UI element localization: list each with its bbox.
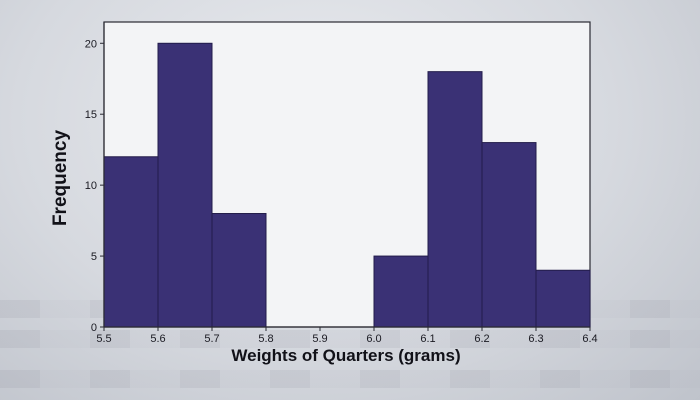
- histogram-bar: [427, 71, 483, 328]
- histogram-bar: [481, 142, 537, 328]
- histogram-bar: [373, 255, 429, 328]
- y-axis-title: Frequency: [50, 130, 71, 227]
- x-tick-label: 6.0: [366, 333, 381, 345]
- y-tick-label: 10: [85, 180, 97, 192]
- bleed-through-text: [0, 370, 700, 388]
- y-tick-label: 20: [85, 38, 97, 50]
- x-tick-label: 6.2: [474, 333, 489, 345]
- bleed-through-text: [0, 330, 700, 348]
- y-tick-label: 15: [85, 109, 97, 121]
- x-tick-label: 5.7: [204, 333, 219, 345]
- x-tick-label: 5.5: [96, 333, 111, 345]
- histogram-bar: [103, 156, 159, 328]
- y-tick-label: 0: [91, 322, 97, 334]
- histogram-bar: [535, 269, 591, 328]
- x-tick-label: 5.8: [258, 333, 273, 345]
- y-tick-label: 5: [91, 251, 97, 263]
- x-ticks-group: 5.5 5.6 5.7 5.8 5.9 6.0 6.1 6.2 6.3 6.4: [96, 327, 598, 345]
- histogram-bar: [211, 213, 267, 328]
- x-tick-label: 6.3: [528, 333, 543, 345]
- bars-group: [103, 42, 591, 328]
- y-ticks-group: 0 5 10 15 20: [85, 38, 104, 334]
- x-tick-label: 5.6: [150, 333, 165, 345]
- x-tick-label: 6.1: [420, 333, 435, 345]
- histogram-bar: [157, 42, 213, 328]
- x-tick-label: 6.4: [582, 333, 597, 345]
- x-axis-title: Weights of Quarters (grams): [231, 346, 460, 365]
- x-tick-label: 5.9: [312, 333, 327, 345]
